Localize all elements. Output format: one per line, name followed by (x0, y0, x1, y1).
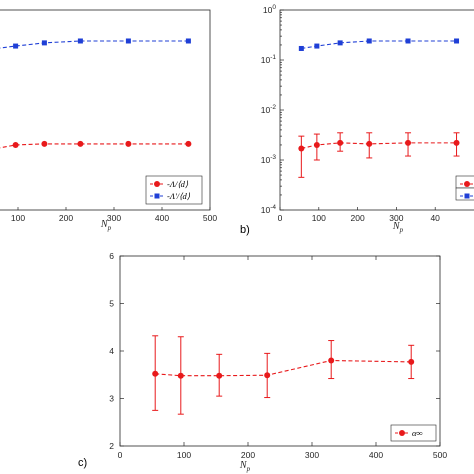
legend-marker (464, 181, 470, 187)
data-point (298, 145, 305, 152)
plot-frame (119, 255, 441, 447)
data-point (453, 139, 460, 146)
data-point (177, 372, 184, 379)
data-point (125, 38, 131, 44)
data-point (264, 372, 271, 379)
legend-box (390, 424, 437, 442)
x-tick-label: 400 (369, 450, 383, 460)
y-tick-label: 10-2 (261, 104, 277, 115)
data-point (77, 140, 84, 147)
x-tick-label: 500 (203, 213, 217, 223)
x-tick-label: 0 (118, 450, 123, 460)
data-point (216, 372, 223, 379)
data-point (41, 40, 47, 46)
y-tick-label: 6 (109, 251, 114, 261)
x-tick-label: 200 (59, 213, 73, 223)
data-point (185, 140, 192, 147)
y-tick-label: 10-4 (261, 204, 277, 215)
series-line-0 (155, 359, 412, 377)
data-point (185, 38, 191, 44)
x-tick-label: 0 (278, 213, 283, 223)
x-tick-label: 300 (107, 213, 121, 223)
data-point (366, 38, 372, 44)
x-tick-label: 200 (351, 213, 365, 223)
data-point (77, 38, 83, 44)
data-point (337, 40, 343, 46)
legend-marker (464, 193, 470, 199)
x-tick-label: 100 (11, 213, 25, 223)
data-point (298, 45, 304, 51)
series-line-0 (0, 143, 189, 149)
y-tick-label: 10-3 (261, 154, 277, 165)
y-tick-label: 3 (109, 394, 114, 404)
plot-frame (279, 9, 474, 211)
data-point (314, 43, 320, 49)
data-point (405, 139, 412, 146)
legend-marker (154, 193, 160, 199)
legend-entry-0: -Λ/⟨d⟩ (167, 179, 189, 189)
y-tick-label: 4 (109, 346, 114, 356)
data-point (12, 141, 19, 148)
x-tick-label: 300 (389, 213, 403, 223)
series-line-1 (0, 40, 189, 49)
data-point (125, 140, 132, 147)
panel-c: 2 3 4 5 6 0 100 200 300 400 500 Np α∞ c) (78, 251, 447, 473)
x-tick-label: 100 (312, 213, 326, 223)
y-tick-label: 5 (109, 299, 114, 309)
legend-marker (399, 430, 405, 436)
y-tick-label: 10-1 (261, 54, 277, 65)
legend-entry-0: α∞ (412, 428, 423, 438)
panel-label-b: b) (240, 224, 250, 236)
data-point (313, 141, 320, 148)
data-point (337, 139, 344, 146)
panel-b: 100 10-1 10-2 10-3 10-40 100 200 300 40 Np b) (240, 4, 474, 236)
x-tick-label: 400 (155, 213, 169, 223)
data-point (328, 357, 335, 364)
data-point (13, 43, 19, 49)
data-point (41, 140, 48, 147)
x-tick-label: 500 (433, 450, 447, 460)
data-point (454, 38, 460, 44)
y-tick-label: 2 (109, 441, 114, 451)
y-tick-label: 100 (263, 4, 276, 15)
x-tick-label: 200 (241, 450, 255, 460)
x-tick-label: 100 (177, 450, 191, 460)
data-point (408, 358, 415, 365)
legend-entry-1: -Λ'/⟨d⟩ (167, 191, 191, 201)
panel-a: 100 200 300 400 500 Np -Λ/⟨d⟩ -Λ'/⟨d⟩ (0, 9, 217, 232)
x-tick-label: 40 (430, 213, 440, 223)
data-point (152, 370, 159, 377)
x-axis-label: Np (100, 219, 112, 232)
x-axis-label: Np (392, 221, 404, 234)
data-point (405, 38, 411, 44)
legend (455, 175, 474, 201)
x-tick-label: 300 (305, 450, 319, 460)
legend-marker (154, 181, 160, 187)
data-point (366, 140, 373, 147)
panel-label-c: c) (78, 457, 87, 469)
series-line-1 (301, 40, 457, 50)
x-axis-label: Np (239, 460, 251, 473)
legend-box (145, 175, 203, 205)
